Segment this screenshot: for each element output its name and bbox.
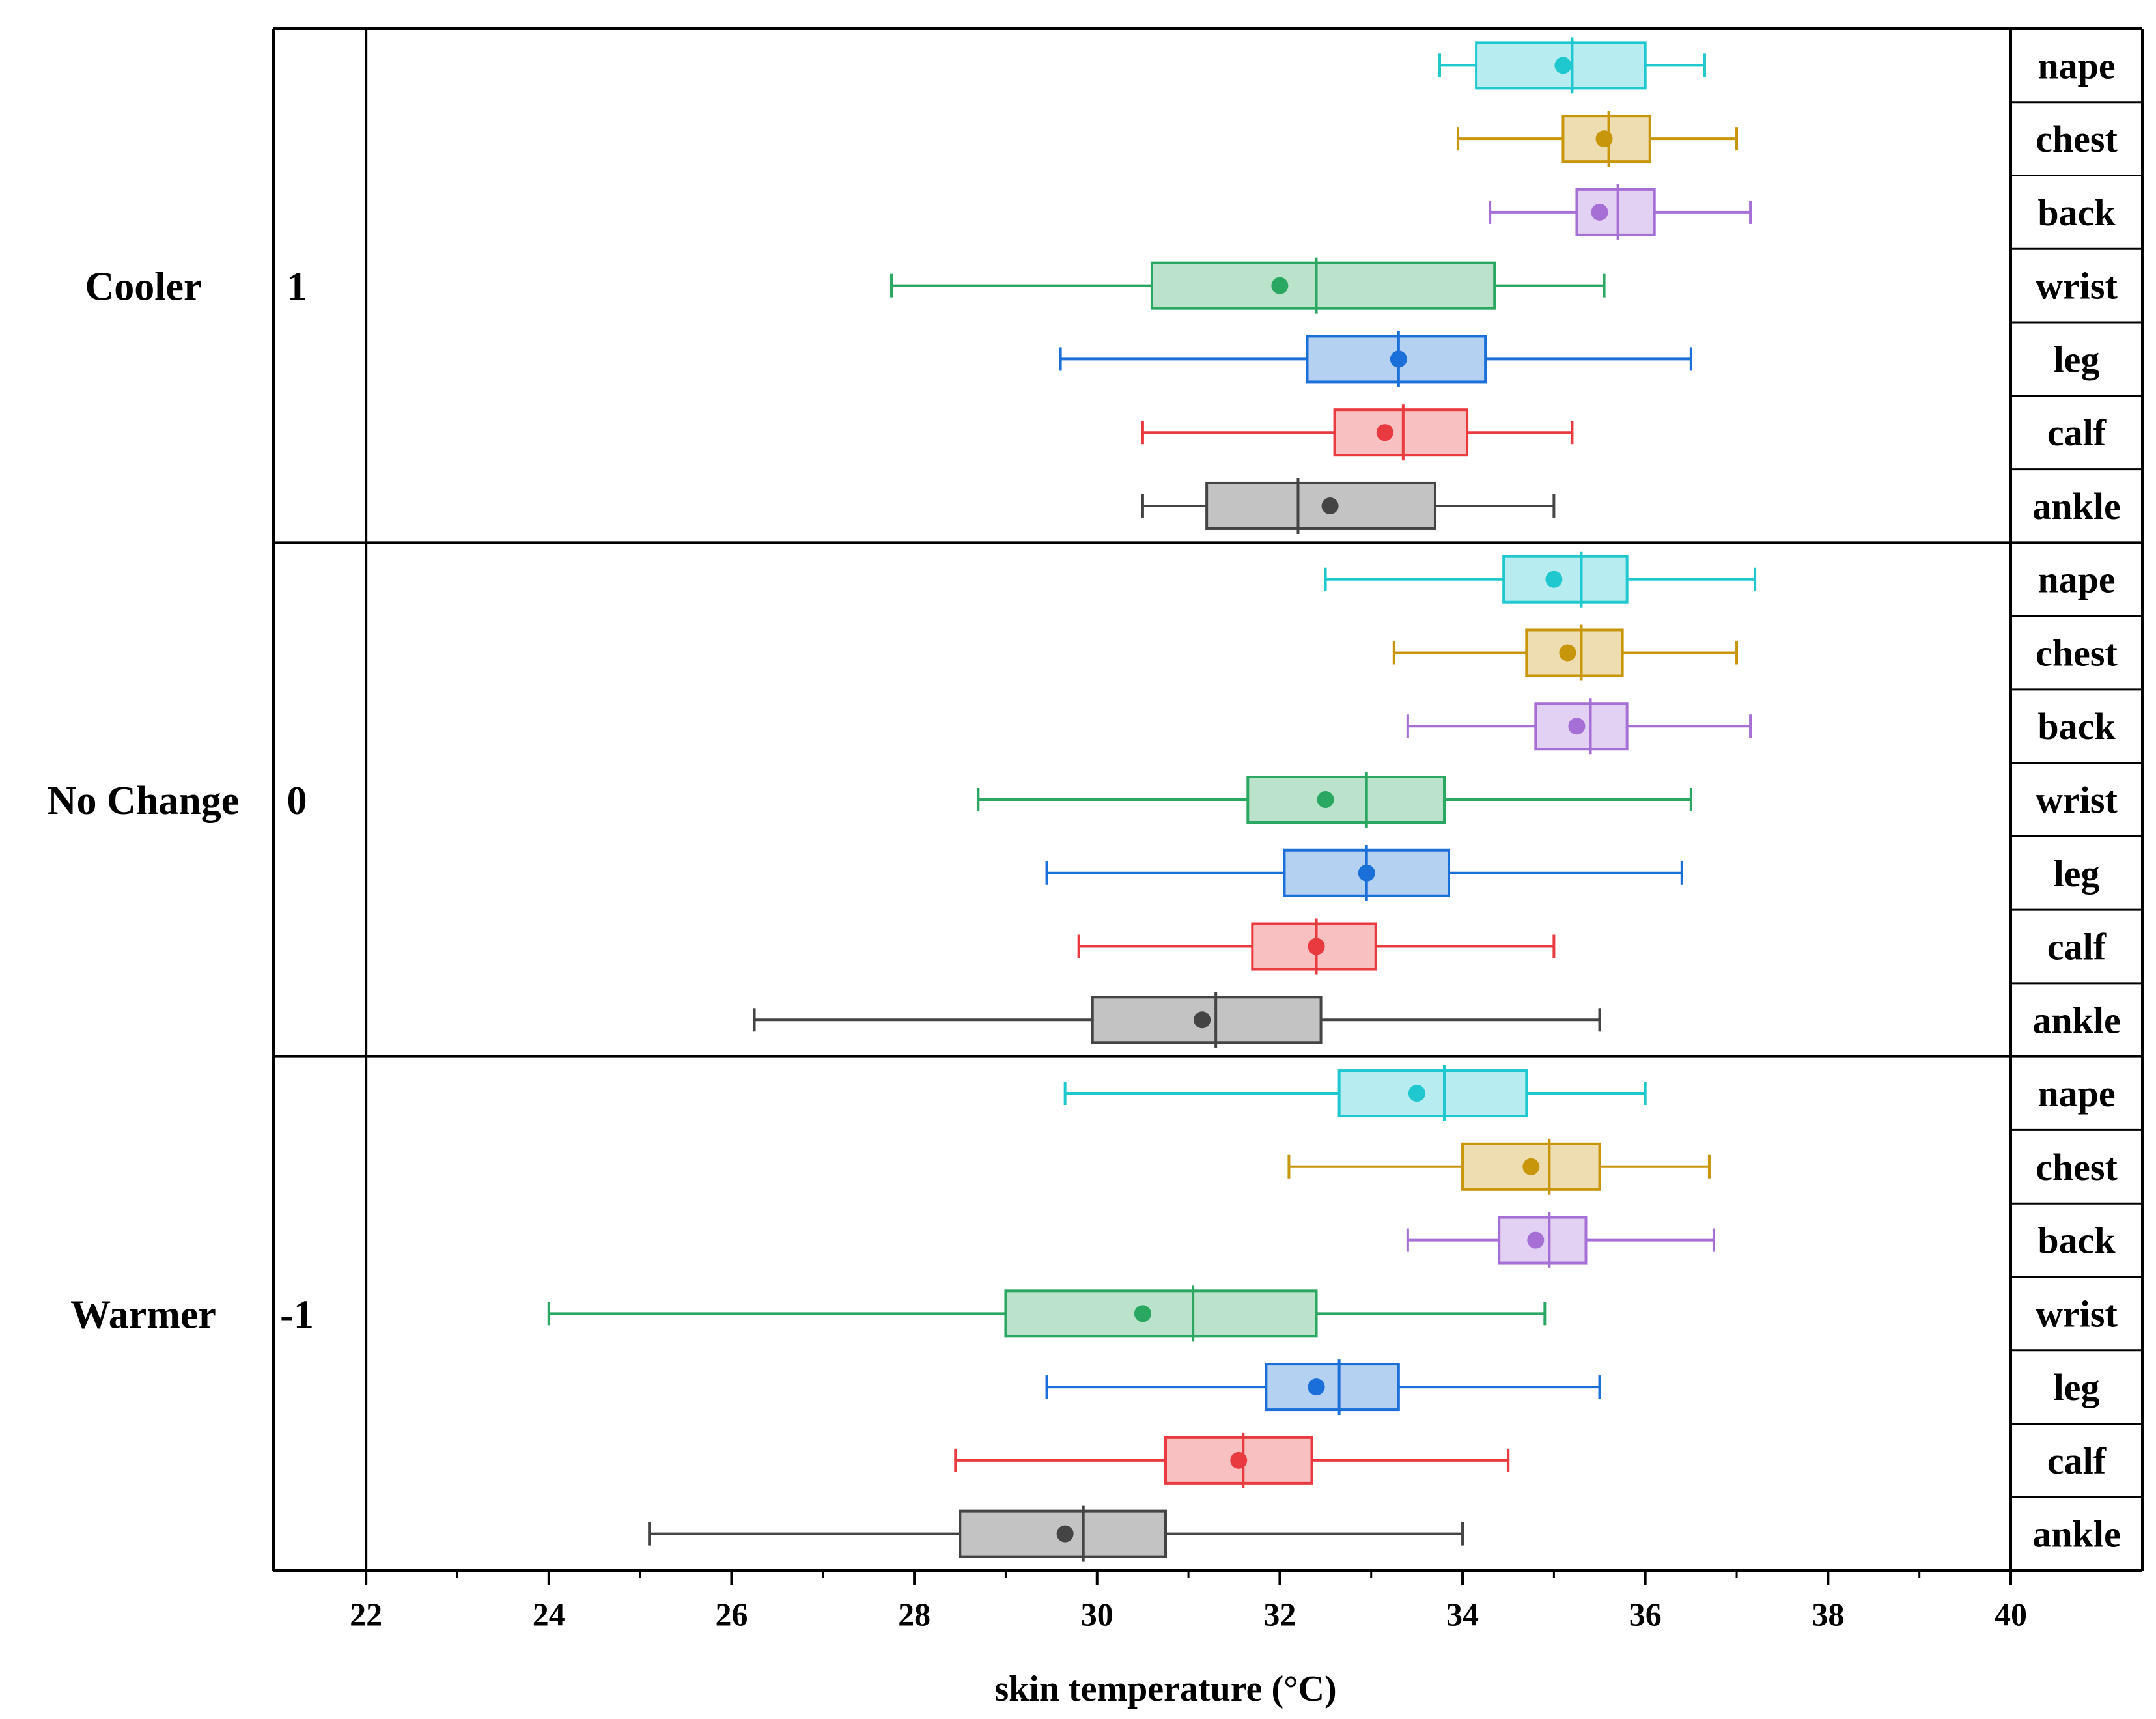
box-warmer-back: [1406, 1212, 1715, 1268]
box-cooler-ankle: [1141, 477, 1556, 534]
site-label-leg: leg: [2054, 1366, 2100, 1408]
mean-point: [1271, 277, 1289, 294]
box-cooler-calf: [1141, 404, 1574, 461]
x-tick-label: 26: [715, 1596, 748, 1632]
site-label-back: back: [2037, 191, 2116, 234]
box-cooler-leg: [1059, 331, 1692, 387]
x-tick-label: 36: [1629, 1596, 1662, 1632]
mean-point: [1376, 424, 1393, 441]
iqr-box: [1337, 1069, 1528, 1118]
group-code: 1: [287, 265, 307, 309]
mean-point: [1056, 1525, 1074, 1543]
x-tick-label: 28: [898, 1596, 931, 1632]
mean-point: [1321, 497, 1339, 514]
site-label-ankle: ankle: [2032, 485, 2120, 527]
box-no-change-nape: [1324, 551, 1757, 608]
iqr-box: [1004, 1289, 1318, 1338]
iqr-box: [1246, 776, 1446, 824]
x-tick-label: 32: [1263, 1596, 1296, 1632]
x-axis: 22 24 26 28 30 32 34 36 38 40: [350, 1571, 2027, 1632]
iqr-box: [1502, 555, 1629, 604]
plot-frame: [272, 27, 2144, 1572]
mean-point: [1408, 1085, 1425, 1102]
x-tick-label: 30: [1081, 1596, 1113, 1632]
site-label-wrist: wrist: [2036, 1293, 2118, 1335]
site-label-calf: calf: [2047, 412, 2107, 454]
iqr-box: [1150, 261, 1496, 310]
group-code: 0: [287, 779, 307, 823]
site-label-chest: chest: [2036, 118, 2118, 160]
box-warmer-chest: [1287, 1138, 1711, 1195]
group-label: Cooler: [85, 265, 201, 309]
mean-point: [1358, 864, 1375, 882]
iqr-box: [1575, 188, 1656, 236]
iqr-box: [1205, 481, 1436, 530]
box-warmer-wrist: [547, 1285, 1547, 1342]
box-no-change-back: [1406, 698, 1752, 755]
box-series: [547, 37, 1757, 1562]
x-axis-title: skin temperature (°C): [994, 1669, 1336, 1709]
box-warmer-nape: [1063, 1065, 1647, 1122]
site-label-nape: nape: [2037, 1072, 2115, 1115]
site-label-back: back: [2037, 1220, 2116, 1262]
mean-point: [1522, 1158, 1540, 1175]
site-label-leg: leg: [2054, 852, 2100, 895]
mean-point: [1568, 718, 1586, 735]
group-label: No Change: [48, 779, 240, 823]
site-label-nape: nape: [2037, 44, 2115, 87]
site-label-wrist: wrist: [2036, 779, 2118, 821]
box-no-change-wrist: [977, 772, 1692, 828]
box-warmer-leg: [1045, 1359, 1601, 1416]
mean-point: [1390, 350, 1407, 368]
site-label-leg: leg: [2054, 338, 2100, 380]
iqr-box: [1333, 408, 1469, 457]
group-code: -1: [280, 1293, 314, 1337]
mean-point: [1527, 1231, 1545, 1249]
box-no-change-chest: [1392, 624, 1739, 681]
x-tick-label: 22: [350, 1596, 382, 1632]
site-label-chest: chest: [2036, 1146, 2118, 1188]
box-no-change-calf: [1077, 918, 1556, 975]
site-label-calf: calf: [2047, 926, 2107, 968]
mean-point: [1194, 1011, 1211, 1029]
mean-point: [1317, 791, 1334, 808]
mean-point: [1559, 644, 1576, 662]
site-label-ankle: ankle: [2032, 1513, 2120, 1556]
mean-point: [1308, 938, 1325, 955]
site-label-wrist: wrist: [2036, 265, 2118, 307]
group-label: Warmer: [70, 1293, 216, 1337]
x-tick-label: 40: [1995, 1596, 2027, 1632]
box-cooler-back: [1489, 184, 1752, 240]
site-label-back: back: [2037, 705, 2116, 748]
site-label-column: nape chest back wrist leg calf ankle nape chest b…: [2011, 44, 2142, 1556]
box-warmer-ankle: [648, 1505, 1464, 1562]
mean-point: [1308, 1378, 1325, 1396]
x-tick-label: 34: [1446, 1596, 1479, 1632]
site-label-nape: nape: [2037, 559, 2115, 601]
mean-point: [1591, 203, 1608, 221]
mean-point: [1230, 1451, 1248, 1469]
site-label-ankle: ankle: [2032, 999, 2120, 1041]
box-warmer-calf: [954, 1432, 1510, 1488]
group-label-column: Cooler 1 No Change 0 Warmer -1: [48, 265, 314, 1337]
box-no-change-leg: [1045, 845, 1683, 901]
box-cooler-nape: [1438, 37, 1706, 94]
box-cooler-wrist: [890, 257, 1606, 314]
mean-point: [1134, 1305, 1151, 1322]
box-cooler-chest: [1457, 111, 1739, 167]
iqr-box: [1265, 1363, 1400, 1412]
mean-point: [1554, 57, 1572, 74]
site-label-calf: calf: [2047, 1440, 2107, 1482]
box-no-change-ankle: [753, 992, 1601, 1048]
mean-point: [1545, 570, 1563, 588]
mean-point: [1595, 130, 1613, 148]
x-tick-label: 24: [533, 1596, 565, 1632]
x-tick-label: 38: [1812, 1596, 1844, 1632]
site-label-chest: chest: [2036, 632, 2118, 674]
